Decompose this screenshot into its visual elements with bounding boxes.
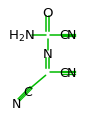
Text: N: N xyxy=(43,48,53,61)
Text: N: N xyxy=(66,29,76,42)
Text: O: O xyxy=(42,7,53,20)
Text: $\mathregular{H_2N}$: $\mathregular{H_2N}$ xyxy=(8,28,34,43)
Text: N: N xyxy=(12,97,21,110)
Text: C: C xyxy=(60,29,68,42)
Text: C: C xyxy=(60,66,68,79)
Text: N: N xyxy=(66,66,76,79)
Text: C: C xyxy=(23,85,32,98)
